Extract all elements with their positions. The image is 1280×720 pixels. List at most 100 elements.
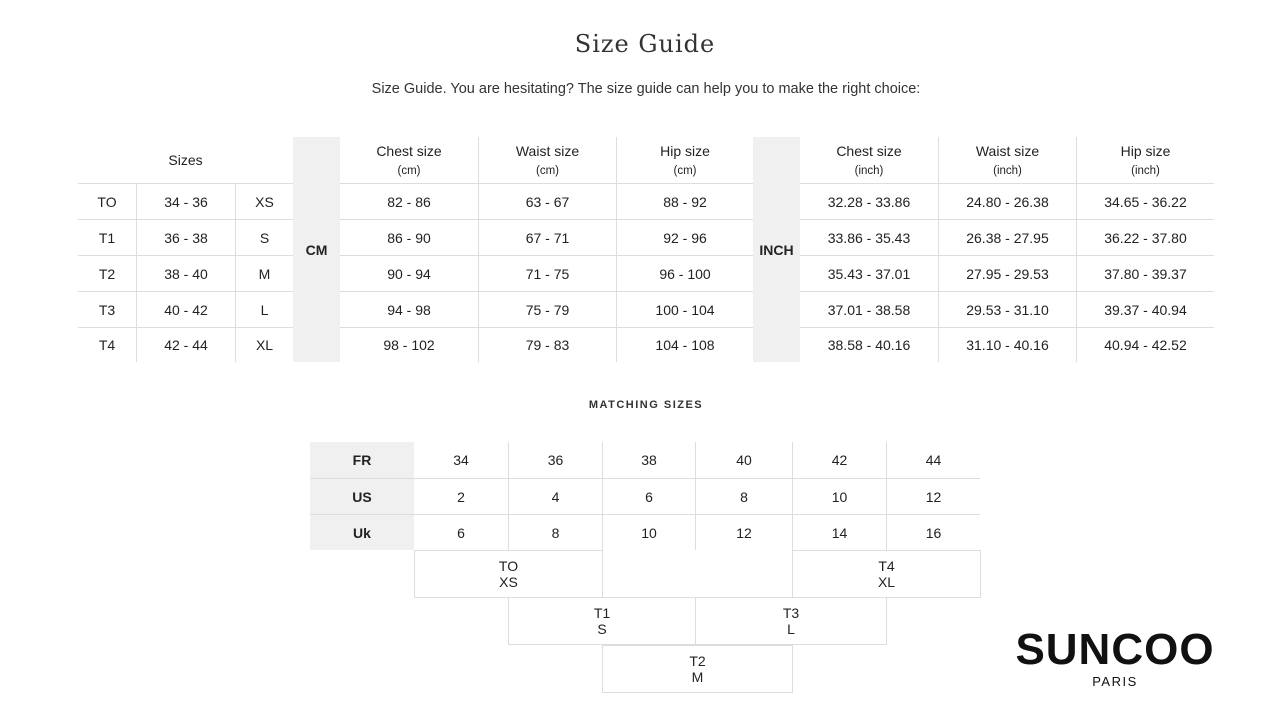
cm-cell: 92 - 96	[616, 219, 753, 255]
column-header: Hip size (inch)	[1076, 137, 1214, 183]
cell-text: 8	[551, 524, 560, 541]
row-label-text: US	[352, 488, 372, 505]
inch-cell: 37.80 - 39.37	[1076, 255, 1214, 291]
cell-text: 40 - 42	[164, 301, 208, 318]
page-title: Size Guide	[574, 30, 716, 58]
size-cell: 42 - 44	[136, 327, 235, 362]
cell-text: 6	[645, 488, 653, 505]
cm-cell: 86 - 90	[340, 219, 478, 255]
cell-text: 26.38 - 27.95	[966, 229, 1049, 246]
matching-cell: 12	[695, 514, 792, 550]
header-unit: (inch)	[993, 165, 1022, 177]
inch-cell: 29.53 - 31.10	[938, 291, 1076, 327]
cell-text: 16	[925, 524, 942, 541]
inch-label-text: INCH	[759, 241, 794, 258]
cell-text: L	[260, 301, 269, 318]
group-t: T3	[782, 605, 800, 621]
cell-text: 104 - 108	[655, 337, 715, 353]
cell-text: 88 - 92	[663, 193, 707, 210]
inch-cell: 39.37 - 40.94	[1076, 291, 1214, 327]
inch-cell: 24.80 - 26.38	[938, 183, 1076, 219]
size-cell: 36 - 38	[136, 219, 235, 255]
group-t: TO	[498, 558, 519, 574]
cm-cell: 67 - 71	[478, 219, 616, 255]
cm-cell: 98 - 102	[340, 327, 478, 362]
cm-cell: 100 - 104	[616, 291, 753, 327]
matching-row-label: FR	[310, 442, 414, 478]
size-group-box: T2 M	[602, 645, 793, 693]
cell-text: 38 - 40	[164, 265, 208, 282]
page-subtitle: Size Guide. You are hesitating? The size…	[371, 81, 921, 97]
cell-text: 12	[736, 524, 752, 541]
column-header: Chest size (cm)	[340, 137, 478, 183]
cell-text: 10	[641, 524, 657, 541]
cm-cell: 63 - 67	[478, 183, 616, 219]
suncoo-logo: SUNCOO PARIS	[998, 625, 1232, 690]
matching-cell: 12	[886, 478, 980, 514]
cell-text: 92 - 96	[663, 229, 707, 246]
header-label: Waist size	[975, 143, 1040, 159]
matching-cell: 16	[886, 514, 980, 550]
group-letter: XL	[877, 574, 896, 590]
cell-text: 36	[547, 452, 564, 468]
inch-cell: 27.95 - 29.53	[938, 255, 1076, 291]
group-t: T1	[593, 605, 611, 621]
cell-text: T3	[98, 301, 116, 318]
cell-text: XS	[255, 193, 274, 210]
cell-text: 14	[831, 524, 848, 541]
group-t: T2	[689, 653, 706, 669]
inch-cell: 26.38 - 27.95	[938, 219, 1076, 255]
size-group-box: T4 XL	[792, 550, 981, 598]
cell-text: 90 - 94	[387, 265, 431, 282]
inch-label: INCH	[753, 137, 800, 362]
cell-text: 36.22 - 37.80	[1104, 229, 1187, 246]
matching-cell: 10	[792, 478, 886, 514]
inch-cell: 40.94 - 42.52	[1076, 327, 1214, 362]
size-cell: T4	[78, 327, 136, 362]
brand-city: PARIS	[1092, 674, 1138, 689]
column-header: Waist size (cm)	[478, 137, 616, 183]
matching-cell: 34	[414, 442, 508, 478]
size-cell: 34 - 36	[136, 183, 235, 219]
cell-text: 67 - 71	[525, 229, 570, 246]
cm-label: CM	[293, 137, 340, 362]
cell-text: 36 - 38	[164, 229, 208, 246]
cell-text: 34	[453, 452, 469, 468]
cell-text: 31.10 - 40.16	[966, 337, 1049, 353]
column-header: Waist size (inch)	[938, 137, 1076, 183]
cell-text: 10	[831, 488, 848, 505]
cell-text: T2	[98, 265, 116, 282]
cell-text: 42	[831, 452, 848, 468]
matching-cell: 44	[886, 442, 980, 478]
cell-text: 32.28 - 33.86	[827, 193, 911, 210]
cell-text: 40.94 - 42.52	[1104, 337, 1187, 353]
cell-text: 4	[551, 488, 560, 505]
size-cell: XS	[235, 183, 293, 219]
cm-cell: 71 - 75	[478, 255, 616, 291]
matching-cell: 10	[602, 514, 695, 550]
matching-cell: 14	[792, 514, 886, 550]
size-cell: T1	[78, 219, 136, 255]
cell-text: 34 - 36	[164, 193, 208, 210]
cm-cell: 79 - 83	[478, 327, 616, 362]
matching-sizes-title: MATCHING SIZES	[588, 399, 704, 411]
inch-cell: 32.28 - 33.86	[800, 183, 938, 219]
cell-text: 44	[925, 452, 942, 468]
matching-cell: 8	[508, 514, 602, 550]
cell-text: 34.65 - 36.22	[1104, 193, 1187, 210]
size-cell: S	[235, 219, 293, 255]
cell-text: 71 - 75	[525, 265, 570, 282]
cell-text: T4	[98, 337, 116, 353]
group-letter: XS	[499, 574, 518, 590]
header-label: Chest size	[376, 143, 442, 159]
brand-name: SUNCOO	[1015, 625, 1215, 674]
header-unit: (cm)	[397, 165, 421, 177]
cell-text: 37.80 - 39.37	[1104, 265, 1187, 282]
header-label: Chest size	[836, 143, 902, 159]
cell-text: XL	[255, 337, 274, 353]
cell-text: 27.95 - 29.53	[966, 265, 1049, 282]
size-cell: L	[235, 291, 293, 327]
matching-cell: 40	[695, 442, 792, 478]
size-cell: M	[235, 255, 293, 291]
cm-cell: 75 - 79	[478, 291, 616, 327]
